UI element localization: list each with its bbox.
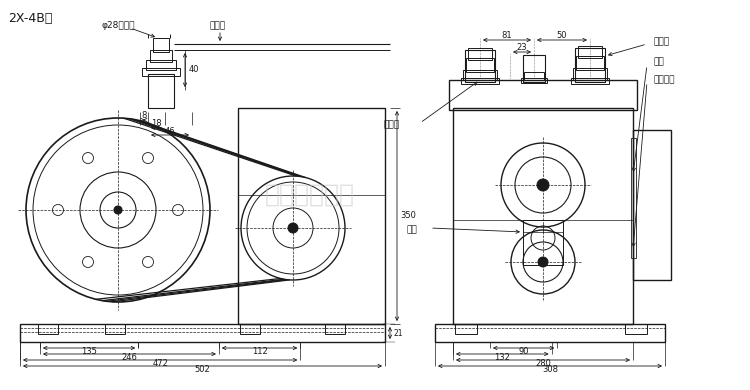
Bar [148,74,174,108]
Bar [238,108,385,324]
Text: 50: 50 [556,32,567,41]
Bar [325,324,345,334]
Circle shape [288,223,298,233]
Text: 46: 46 [165,126,176,135]
Bar [465,50,495,82]
Text: 81: 81 [502,32,512,41]
Bar [575,48,605,82]
Text: 350: 350 [400,211,416,220]
Text: 放油螺塞: 放油螺塞 [653,76,674,85]
Bar [105,324,125,334]
Bar [576,56,604,70]
Text: 18: 18 [152,119,162,128]
Text: 气锁: 气锁 [406,225,417,234]
Text: 油窗: 油窗 [653,57,664,67]
Text: 8: 8 [141,112,147,121]
Bar [571,78,609,84]
Bar [463,70,497,80]
Text: 2X-4B型: 2X-4B型 [8,12,53,25]
Circle shape [538,257,548,267]
Bar [578,46,602,58]
Bar [435,324,665,342]
Bar [146,60,176,70]
Bar [20,324,385,342]
Bar [455,324,477,334]
Bar [449,80,637,110]
Bar [142,68,180,76]
Text: 进气嘴: 进气嘴 [653,37,669,46]
Text: 472: 472 [152,360,168,369]
Bar [523,55,545,82]
Text: 永嘉龙洋泵业: 永嘉龙洋泵业 [265,183,355,207]
Text: 308: 308 [542,365,558,374]
Text: 90: 90 [518,347,529,356]
Text: 246: 246 [122,353,137,362]
Text: φ28进气嘴: φ28进气嘴 [101,21,135,30]
Text: 40: 40 [189,66,200,74]
Bar [468,48,492,60]
Bar [461,78,499,84]
Text: 132: 132 [494,353,510,362]
Text: 502: 502 [195,365,210,374]
Bar [240,324,260,334]
Circle shape [114,206,122,214]
Text: 21: 21 [393,328,403,337]
Text: 排气嘴: 排气嘴 [384,121,400,129]
Text: 280: 280 [535,360,551,369]
Bar [521,78,547,83]
Text: 112: 112 [252,347,268,356]
Text: 23: 23 [517,44,527,53]
Bar [38,324,58,334]
Text: 135: 135 [81,347,97,356]
Bar [453,108,633,324]
Bar [150,50,172,62]
Bar [523,220,563,265]
Bar [625,324,647,334]
Bar [631,138,636,258]
Bar [466,58,494,72]
Bar [573,68,607,80]
Circle shape [537,179,549,191]
Bar [153,38,169,52]
Bar [524,72,544,80]
Bar [633,130,671,280]
Text: 排气嘴: 排气嘴 [210,21,226,30]
